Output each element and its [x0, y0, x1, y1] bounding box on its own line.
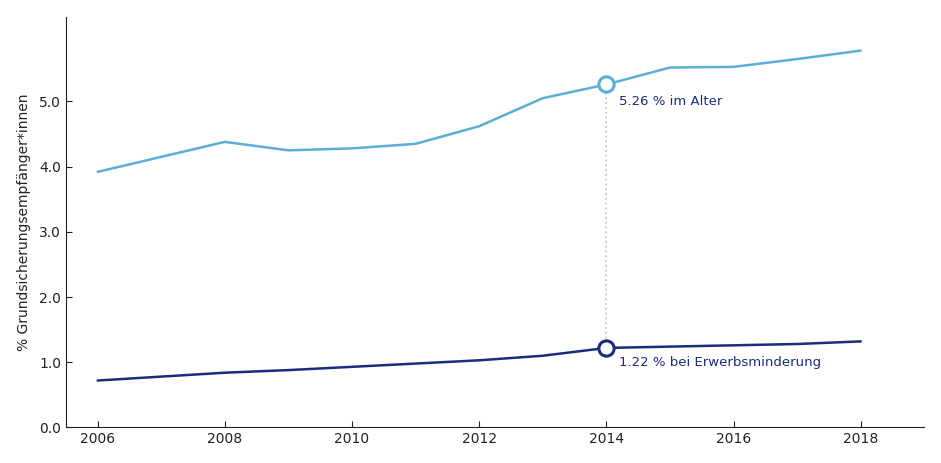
Y-axis label: % Grundsicherungsempfänger*innen: % Grundsicherungsempfänger*innen [17, 94, 31, 351]
Text: 1.22 % bei Erwerbsminderung: 1.22 % bei Erwerbsminderung [619, 356, 821, 369]
Text: 5.26 % im Alter: 5.26 % im Alter [619, 95, 723, 108]
